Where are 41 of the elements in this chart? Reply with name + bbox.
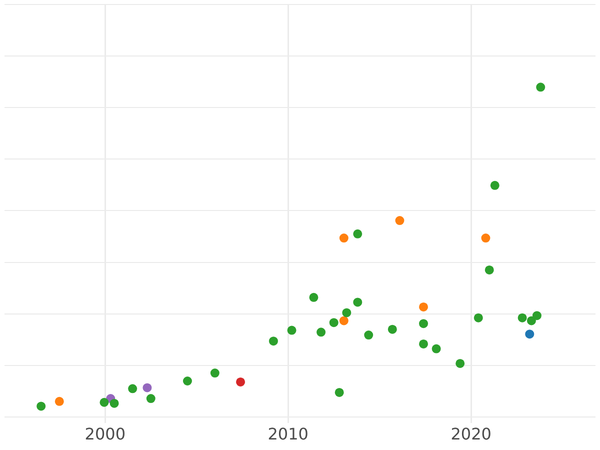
point [210, 368, 220, 378]
x-tick-label: 2020 [450, 424, 492, 444]
point [339, 234, 348, 243]
point [110, 398, 119, 408]
point [419, 319, 428, 328]
point [388, 324, 397, 334]
point [481, 234, 490, 243]
point [474, 313, 483, 322]
point [142, 383, 152, 392]
point [353, 298, 362, 307]
point [364, 330, 374, 340]
point [490, 180, 500, 190]
point [484, 265, 494, 274]
x-tick-label: 2010 [268, 424, 308, 444]
point [536, 82, 546, 92]
point [54, 396, 64, 406]
point [128, 384, 138, 394]
point [432, 344, 441, 354]
point [353, 229, 362, 238]
point [182, 376, 192, 386]
point [236, 377, 246, 386]
point [268, 336, 278, 346]
x-tick-label: 2000 [84, 424, 126, 444]
point [287, 326, 296, 335]
point [419, 302, 428, 312]
point [532, 311, 542, 320]
point [146, 394, 156, 404]
point [334, 388, 344, 397]
point [316, 328, 326, 337]
point [309, 292, 318, 302]
point [518, 313, 527, 322]
point [342, 308, 352, 318]
point [419, 339, 428, 348]
point [36, 402, 46, 411]
point [329, 318, 338, 328]
point [526, 316, 536, 326]
point [339, 316, 348, 326]
point [100, 398, 109, 407]
point [525, 330, 534, 339]
point [395, 216, 404, 226]
point [456, 358, 465, 368]
